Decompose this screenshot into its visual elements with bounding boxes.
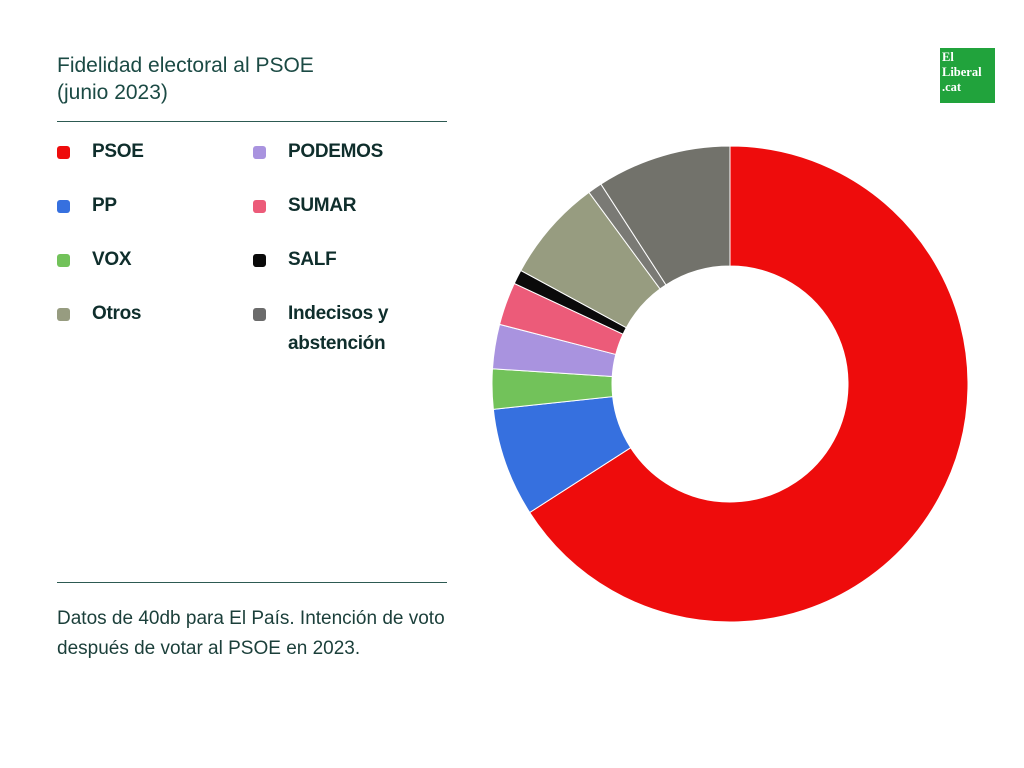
legend-swatch-indecisos [253,308,266,321]
legend-label-podemos: PODEMOS [288,141,384,162]
title-line-2: (junio 2023) [57,81,168,104]
logo-line-1: El [942,50,954,64]
chart-title: Fidelidad electoral al PSOE (junio 2023) [57,52,314,106]
legend-label-vox: VOX [92,249,132,270]
logo-line-3: .cat [942,80,962,94]
legend-label-sumar: SUMAR [288,195,357,216]
source-note: Datos de 40db para El País. Intención de… [57,608,445,659]
legend-label-salf: SALF [288,249,337,270]
legend-swatch-salf [253,254,266,267]
legend-swatch-psoe [57,146,70,159]
legend-label-indecisos: Indecisos y abstención [288,303,389,354]
legend-label-pp: PP [92,195,117,216]
legend-item-podemos: PODEMOS [253,141,418,167]
slice-psoe-0 [528,145,969,623]
legend-swatch-pp [57,200,70,213]
slice-unlabeled-8 [600,145,731,286]
legend-swatch-sumar [253,200,266,213]
top-divider [57,121,447,122]
legend-item-sumar: SUMAR [253,195,418,221]
legend-item-vox: VOX [57,249,222,275]
legend-item-pp: PP [57,195,222,221]
legend-label-otros: Otros [92,303,142,324]
el-liberal-logo: El Liberal .cat [940,48,995,103]
legend-item-indecisos: Indecisos y abstención [253,303,408,359]
legend-item-salf: SALF [253,249,418,275]
legend-item-psoe: PSOE [57,141,222,167]
logo-line-2: Liberal [942,65,982,79]
title-line-1: Fidelidad electoral al PSOE [57,54,314,77]
legend-swatch-podemos [253,146,266,159]
legend-item-otros: Otros [57,303,222,329]
legend-label-psoe: PSOE [92,141,144,162]
bottom-divider [57,582,447,583]
legend-swatch-otros [57,308,70,321]
legend-swatch-vox [57,254,70,267]
